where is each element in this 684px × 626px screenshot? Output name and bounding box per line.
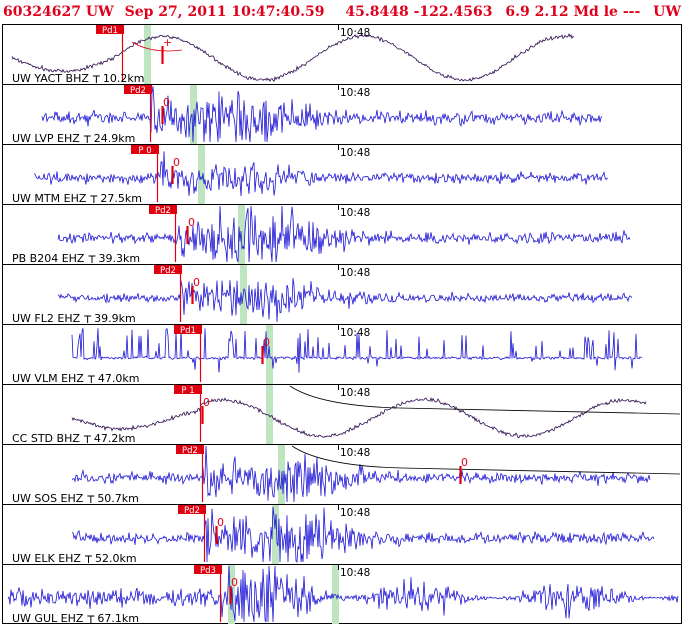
channel-label: UW LVP EHZ bbox=[12, 132, 80, 145]
amplitude-marker-label: 0 bbox=[203, 396, 210, 409]
waveform-trace bbox=[7, 565, 679, 623]
time-marker-label: 10:48 bbox=[340, 327, 370, 339]
time-marker-label: 10:48 bbox=[340, 567, 370, 579]
amplitude-marker-label: 0 bbox=[188, 216, 195, 229]
event-depth: 6.9 bbox=[505, 4, 530, 20]
pick-window bbox=[198, 145, 205, 204]
channel-label: UW MTM EHZ bbox=[12, 192, 87, 205]
channel-label: UW ELK EHZ bbox=[12, 552, 81, 565]
amplitude-marker-label: 0 bbox=[263, 336, 270, 349]
pick-label: Pd2 bbox=[155, 206, 171, 216]
amplitude-marker-label: 0 bbox=[461, 456, 468, 469]
pick-label-box[interactable] bbox=[176, 445, 204, 454]
seismogram-svg: 10:48 Pd1 + UW YACT BHZ 10.2km 10:48 Pd2 0 UW LV… bbox=[2, 24, 682, 624]
amplitude-marker-label: 0 bbox=[217, 516, 224, 529]
channel-label: PB B204 EHZ bbox=[12, 252, 85, 265]
pick-label: Pd1 bbox=[102, 26, 118, 36]
pick-label: P 0 bbox=[138, 146, 151, 156]
pick-label: Pd2 bbox=[130, 86, 146, 96]
event-network: UW bbox=[85, 4, 114, 20]
time-marker-label: 10:48 bbox=[340, 147, 370, 159]
pick-label-box[interactable] bbox=[124, 85, 152, 94]
pick-label-box[interactable] bbox=[194, 565, 222, 574]
channel-label: CC STD BHZ bbox=[12, 432, 80, 445]
distance-label: 67.1km bbox=[97, 612, 139, 624]
event-id: 60324627 bbox=[3, 4, 81, 20]
waveform-trace bbox=[57, 278, 633, 323]
amplitude-marker-label: 0 bbox=[193, 276, 200, 289]
waveform-trace bbox=[41, 86, 603, 143]
pick-window bbox=[272, 505, 279, 564]
amplitude-marker-label: 0 bbox=[231, 576, 238, 589]
distance-label: 27.5km bbox=[100, 192, 142, 205]
waveform-trace bbox=[57, 205, 631, 263]
pick-label-box[interactable] bbox=[154, 265, 182, 274]
pick-label-box[interactable] bbox=[96, 25, 124, 34]
pick-label-box[interactable] bbox=[149, 205, 177, 214]
pick-label: Pd2 bbox=[184, 506, 200, 516]
distance-label: 52.0km bbox=[95, 552, 137, 565]
waveform-trace bbox=[71, 445, 651, 503]
distance-label: 47.0km bbox=[98, 372, 140, 385]
time-marker-label: 10:48 bbox=[340, 27, 370, 39]
event-mag-type: Md bbox=[573, 4, 599, 20]
channel-label: UW VLM EHZ bbox=[12, 372, 84, 385]
channel-label: UW GUL EHZ bbox=[12, 612, 84, 624]
time-marker-label: 10:48 bbox=[340, 387, 370, 399]
time-marker-label: 10:48 bbox=[340, 507, 370, 519]
distance-label: 10.2km bbox=[103, 72, 145, 85]
event-datetime: Sep 27, 2011 10:47:40.59 bbox=[124, 4, 325, 20]
pick-label: Pd2 bbox=[182, 446, 198, 456]
model-curve bbox=[289, 385, 681, 415]
pick-label-box[interactable] bbox=[131, 145, 159, 154]
pick-window bbox=[266, 385, 273, 444]
waveform-trace bbox=[33, 151, 609, 197]
pick-label: Pd1 bbox=[180, 326, 196, 336]
coda-curve bbox=[131, 41, 183, 52]
amplitude-marker-label: 0 bbox=[173, 156, 180, 169]
event-magnitude: 2.12 bbox=[534, 4, 569, 20]
seismogram-panel[interactable]: 10:48 Pd1 + UW YACT BHZ 10.2km 10:48 Pd2 0 UW LV… bbox=[2, 24, 682, 624]
channel-label: UW FL2 EHZ bbox=[12, 312, 81, 325]
event-net-code: UW 01 bbox=[653, 4, 684, 20]
channel-label: UW SOS EHZ bbox=[12, 492, 84, 505]
pick-label: Pd3 bbox=[200, 566, 216, 576]
distance-label: 47.2km bbox=[94, 432, 136, 445]
model-curve bbox=[291, 445, 681, 475]
time-marker-label: 10:48 bbox=[340, 207, 370, 219]
time-marker-label: 10:48 bbox=[340, 447, 370, 459]
time-marker-label: 10:48 bbox=[340, 267, 370, 279]
channel-label: UW YACT BHZ bbox=[12, 72, 89, 85]
waveform-trace bbox=[11, 33, 575, 82]
waveform-trace bbox=[71, 396, 647, 439]
pick-label: P 1 bbox=[181, 386, 194, 396]
waveform-trace bbox=[71, 327, 643, 373]
distance-label: 39.9km bbox=[94, 312, 136, 325]
event-header: 60324627 UW Sep 27, 2011 10:47:40.59 45.… bbox=[0, 0, 684, 24]
pick-window bbox=[144, 25, 151, 84]
pick-label: Pd2 bbox=[160, 266, 176, 276]
distance-label: 39.3km bbox=[98, 252, 140, 265]
distance-label: 24.9km bbox=[94, 132, 136, 145]
pick-label-box[interactable] bbox=[178, 505, 206, 514]
distance-label: 50.7km bbox=[97, 492, 139, 505]
waveform-trace bbox=[72, 506, 655, 563]
pick-label-box[interactable] bbox=[174, 385, 202, 394]
event-latitude: 45.8448 bbox=[345, 4, 409, 20]
amplitude-marker-label: 0 bbox=[163, 96, 170, 109]
pick-label-box[interactable] bbox=[174, 325, 202, 334]
event-longitude: -122.4563 bbox=[413, 4, 493, 20]
event-flags: le --- bbox=[603, 4, 641, 20]
time-marker-label: 10:48 bbox=[340, 87, 370, 99]
amplitude-marker-label: + bbox=[163, 36, 172, 49]
